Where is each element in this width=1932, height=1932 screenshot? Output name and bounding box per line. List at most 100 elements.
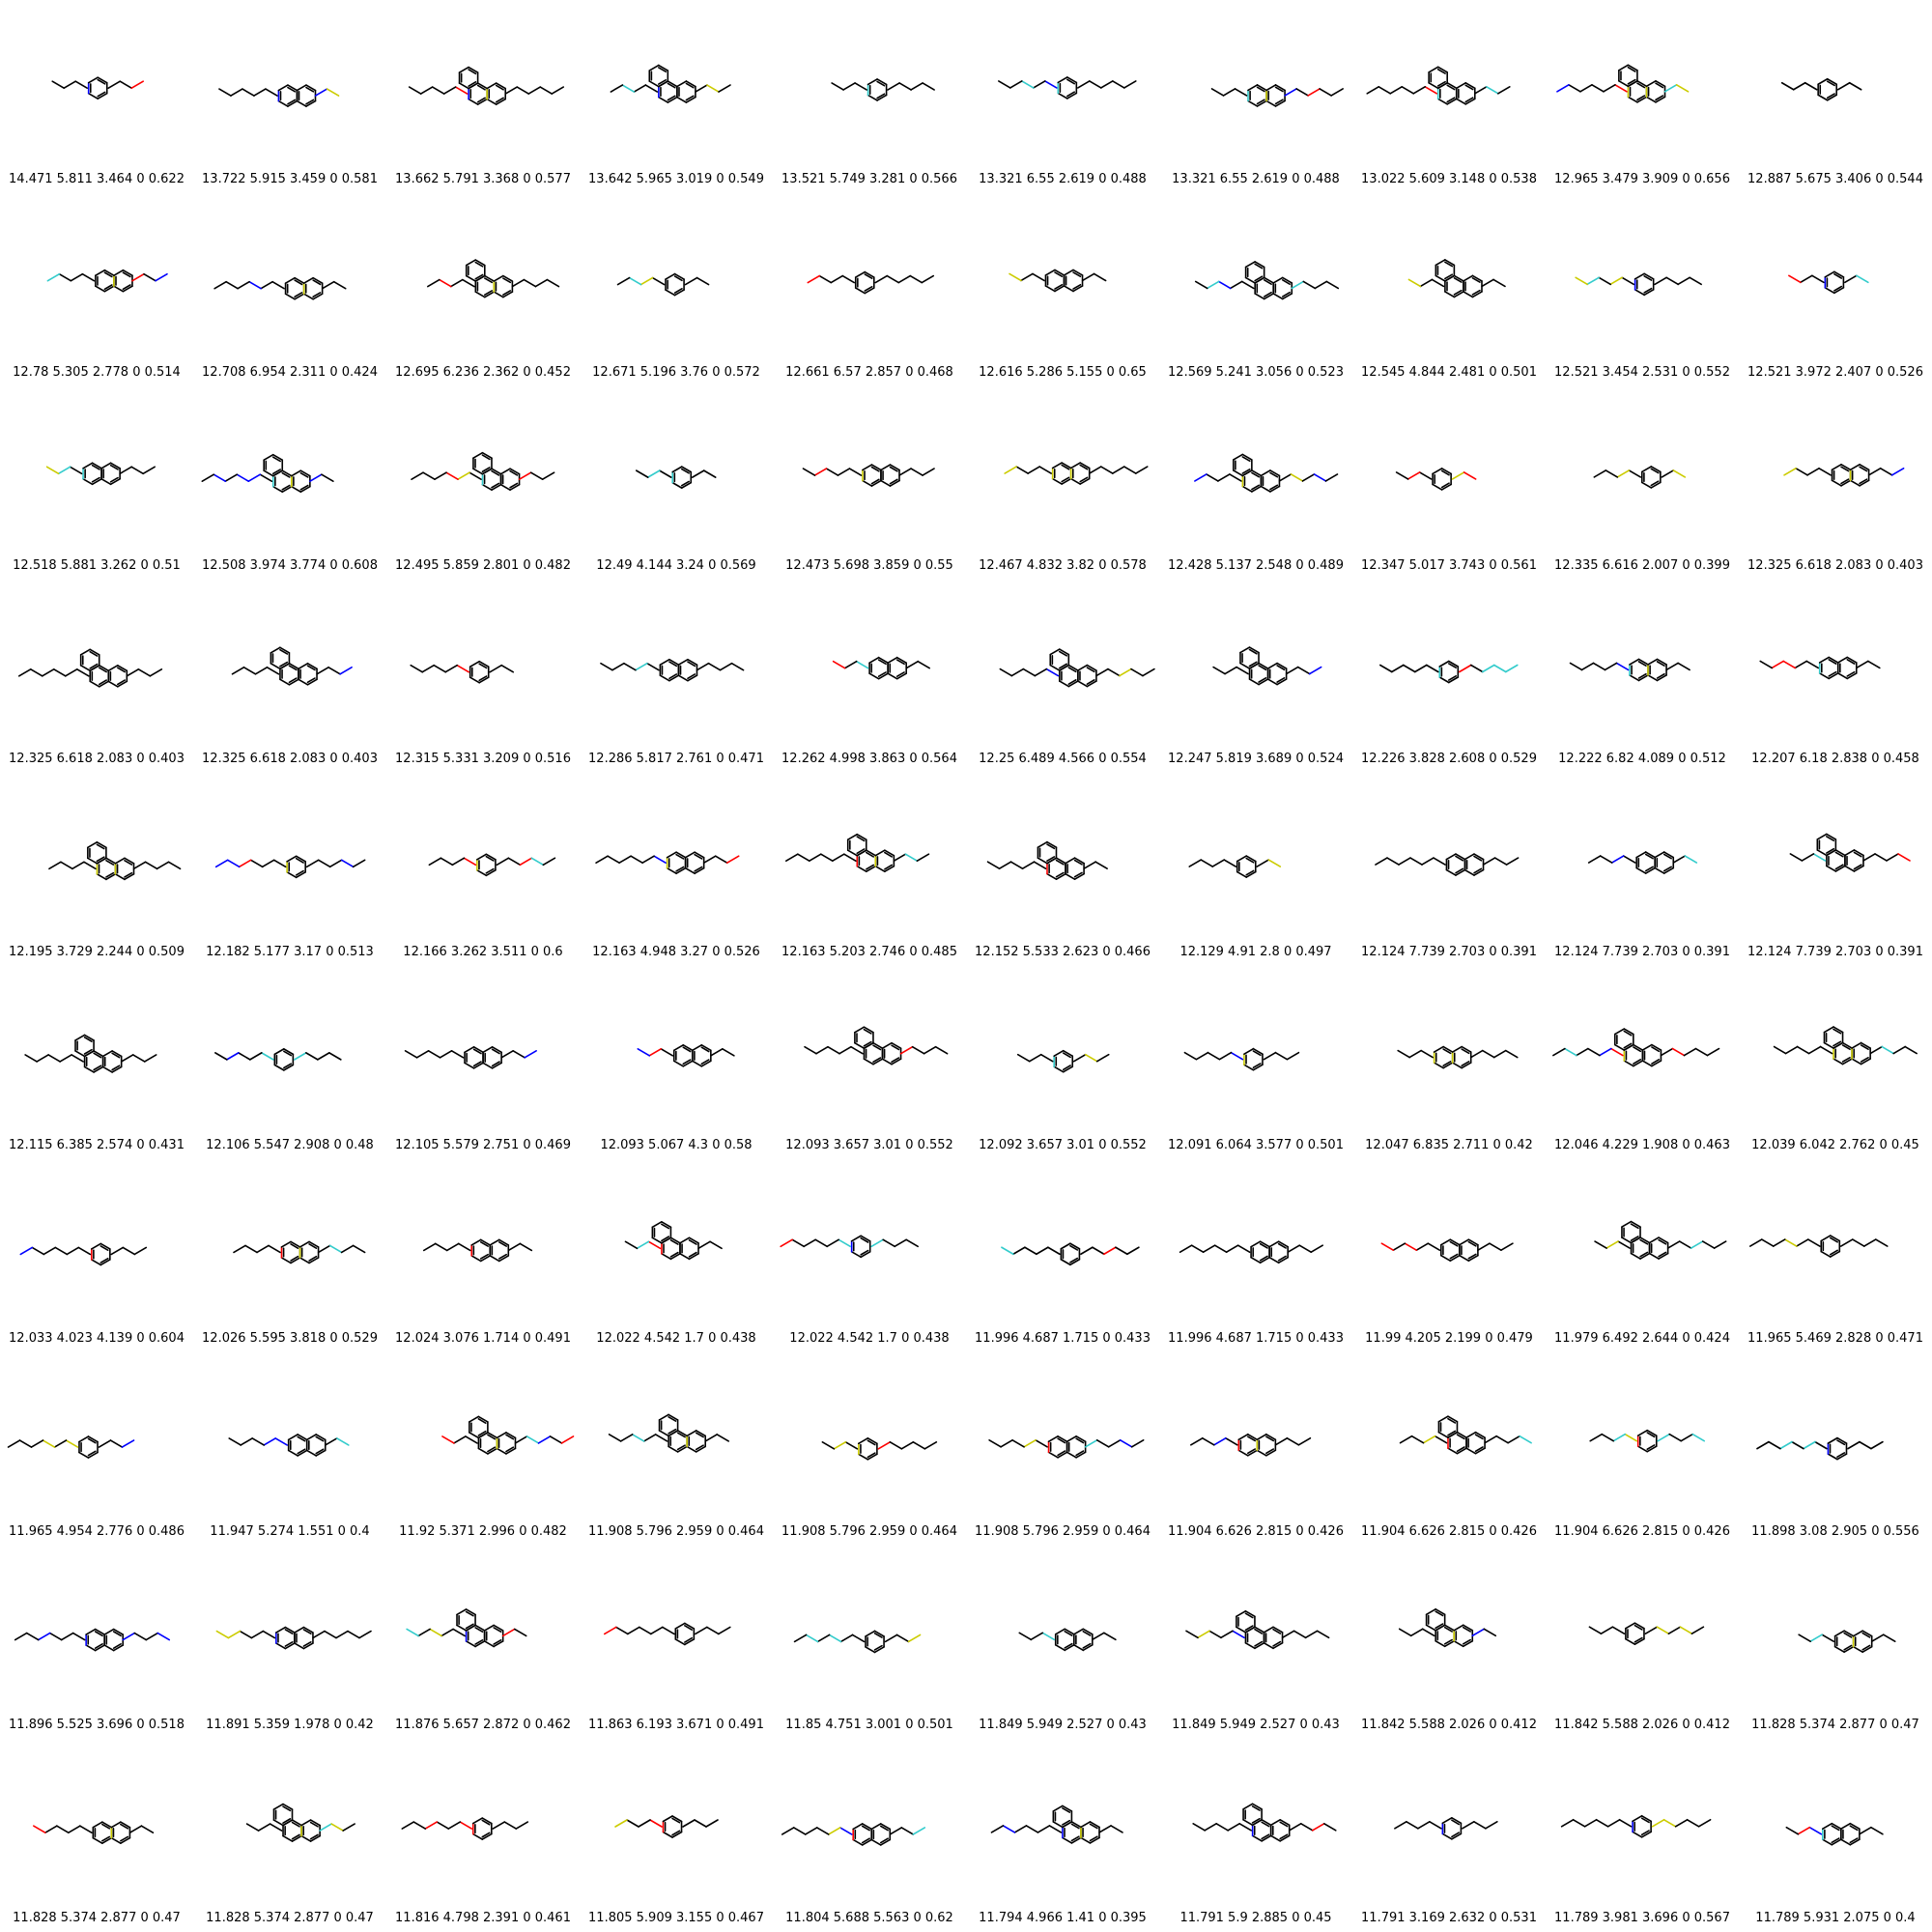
- bond: [1833, 1041, 1844, 1049]
- bond: [1818, 656, 1831, 664]
- bond: [493, 1624, 504, 1632]
- bond: [864, 287, 875, 295]
- bond: [1064, 1644, 1075, 1652]
- bond: [1851, 1058, 1862, 1065]
- molecule-structure: [1188, 855, 1282, 878]
- bond: [265, 88, 278, 97]
- bond: [1831, 1822, 1842, 1831]
- bond: [280, 1257, 292, 1264]
- bond: [1034, 668, 1048, 677]
- bond: [47, 1054, 61, 1063]
- bond: [1072, 1053, 1087, 1063]
- bond: [854, 1026, 866, 1034]
- bond: [1640, 466, 1653, 473]
- bond: [89, 648, 100, 656]
- bond: [654, 1434, 668, 1442]
- bond: [294, 1626, 305, 1634]
- bond: [658, 96, 669, 103]
- bond: [679, 1253, 691, 1261]
- double-bond: [487, 1446, 497, 1453]
- bond: [1463, 291, 1474, 298]
- bond: [666, 867, 677, 875]
- bond: [1013, 1825, 1028, 1833]
- double-bond: [1451, 1832, 1461, 1838]
- bond: [110, 1821, 122, 1829]
- bond: [688, 1236, 699, 1244]
- molecule-cell: 12.49 4.144 3.24 0 0.569: [580, 386, 773, 580]
- bond: [1618, 64, 1630, 71]
- bond: [71, 1054, 84, 1063]
- double-bond: [671, 1830, 681, 1836]
- bond: [659, 658, 670, 666]
- bond: [60, 1632, 74, 1641]
- double-bond: [680, 480, 690, 487]
- molecule-structure: [401, 1817, 529, 1840]
- bond: [314, 88, 328, 97]
- bond: [1441, 1833, 1453, 1840]
- molecule-structure: [1395, 468, 1477, 491]
- bond: [48, 861, 62, 870]
- double-bond: [1826, 836, 1835, 841]
- double-bond: [485, 855, 495, 862]
- bond: [489, 1255, 500, 1263]
- bond: [1892, 1045, 1906, 1055]
- molecule-structure: [1016, 1049, 1110, 1073]
- molecule-structure: [45, 462, 156, 486]
- bond: [128, 1825, 143, 1833]
- bond: [248, 280, 262, 290]
- bond: [87, 841, 99, 849]
- bond: [1263, 1626, 1274, 1634]
- bond: [523, 278, 537, 288]
- double-bond: [1829, 1236, 1839, 1243]
- bond: [1795, 1238, 1809, 1247]
- bond: [1268, 1256, 1280, 1264]
- bond: [464, 1046, 475, 1054]
- bond: [1236, 1610, 1247, 1618]
- molecule-cell: 12.093 5.067 4.3 0 0.58: [580, 966, 773, 1159]
- bond: [1861, 1630, 1873, 1637]
- bond: [1643, 272, 1655, 280]
- molecule-structure: [422, 1238, 533, 1263]
- bond: [486, 98, 497, 105]
- bond: [1044, 269, 1056, 276]
- bond: [1644, 867, 1657, 874]
- bond: [287, 1449, 299, 1457]
- bond: [96, 873, 107, 881]
- bond: [1436, 66, 1448, 73]
- bond: [827, 1827, 841, 1835]
- bond: [491, 483, 502, 491]
- bond: [1859, 479, 1870, 487]
- bond: [1783, 468, 1797, 476]
- molecule-structure: [245, 1803, 355, 1842]
- bond: [296, 99, 307, 107]
- bond: [1473, 853, 1485, 861]
- molecule-caption: 12.106 5.547 2.908 0 0.48: [206, 1138, 374, 1152]
- bond: [1052, 1821, 1064, 1829]
- bond: [1089, 1821, 1100, 1829]
- molecule-caption: 11.828 5.374 2.877 0 0.47: [206, 1911, 374, 1925]
- bond: [1634, 1637, 1645, 1646]
- double-bond: [481, 454, 491, 461]
- bond: [1018, 1632, 1033, 1641]
- bond: [1060, 1242, 1071, 1250]
- bond: [302, 293, 314, 300]
- double-bond: [1447, 674, 1458, 681]
- bond: [1821, 1822, 1833, 1831]
- bond: [1609, 276, 1623, 286]
- bond: [1552, 1047, 1566, 1057]
- double-bond: [509, 482, 519, 489]
- bond: [325, 1437, 338, 1446]
- bond: [1446, 98, 1458, 105]
- double-bond: [1277, 1242, 1287, 1249]
- bond: [850, 1045, 864, 1055]
- bond: [665, 272, 676, 280]
- bond: [1834, 865, 1846, 872]
- double-bond: [122, 271, 131, 278]
- molecule-structure: [1789, 833, 1911, 872]
- bond: [1804, 81, 1818, 91]
- bond: [114, 857, 126, 865]
- bond: [705, 1819, 719, 1828]
- bond: [1237, 1433, 1249, 1441]
- double-bond: [306, 665, 316, 671]
- double-bond: [895, 671, 905, 678]
